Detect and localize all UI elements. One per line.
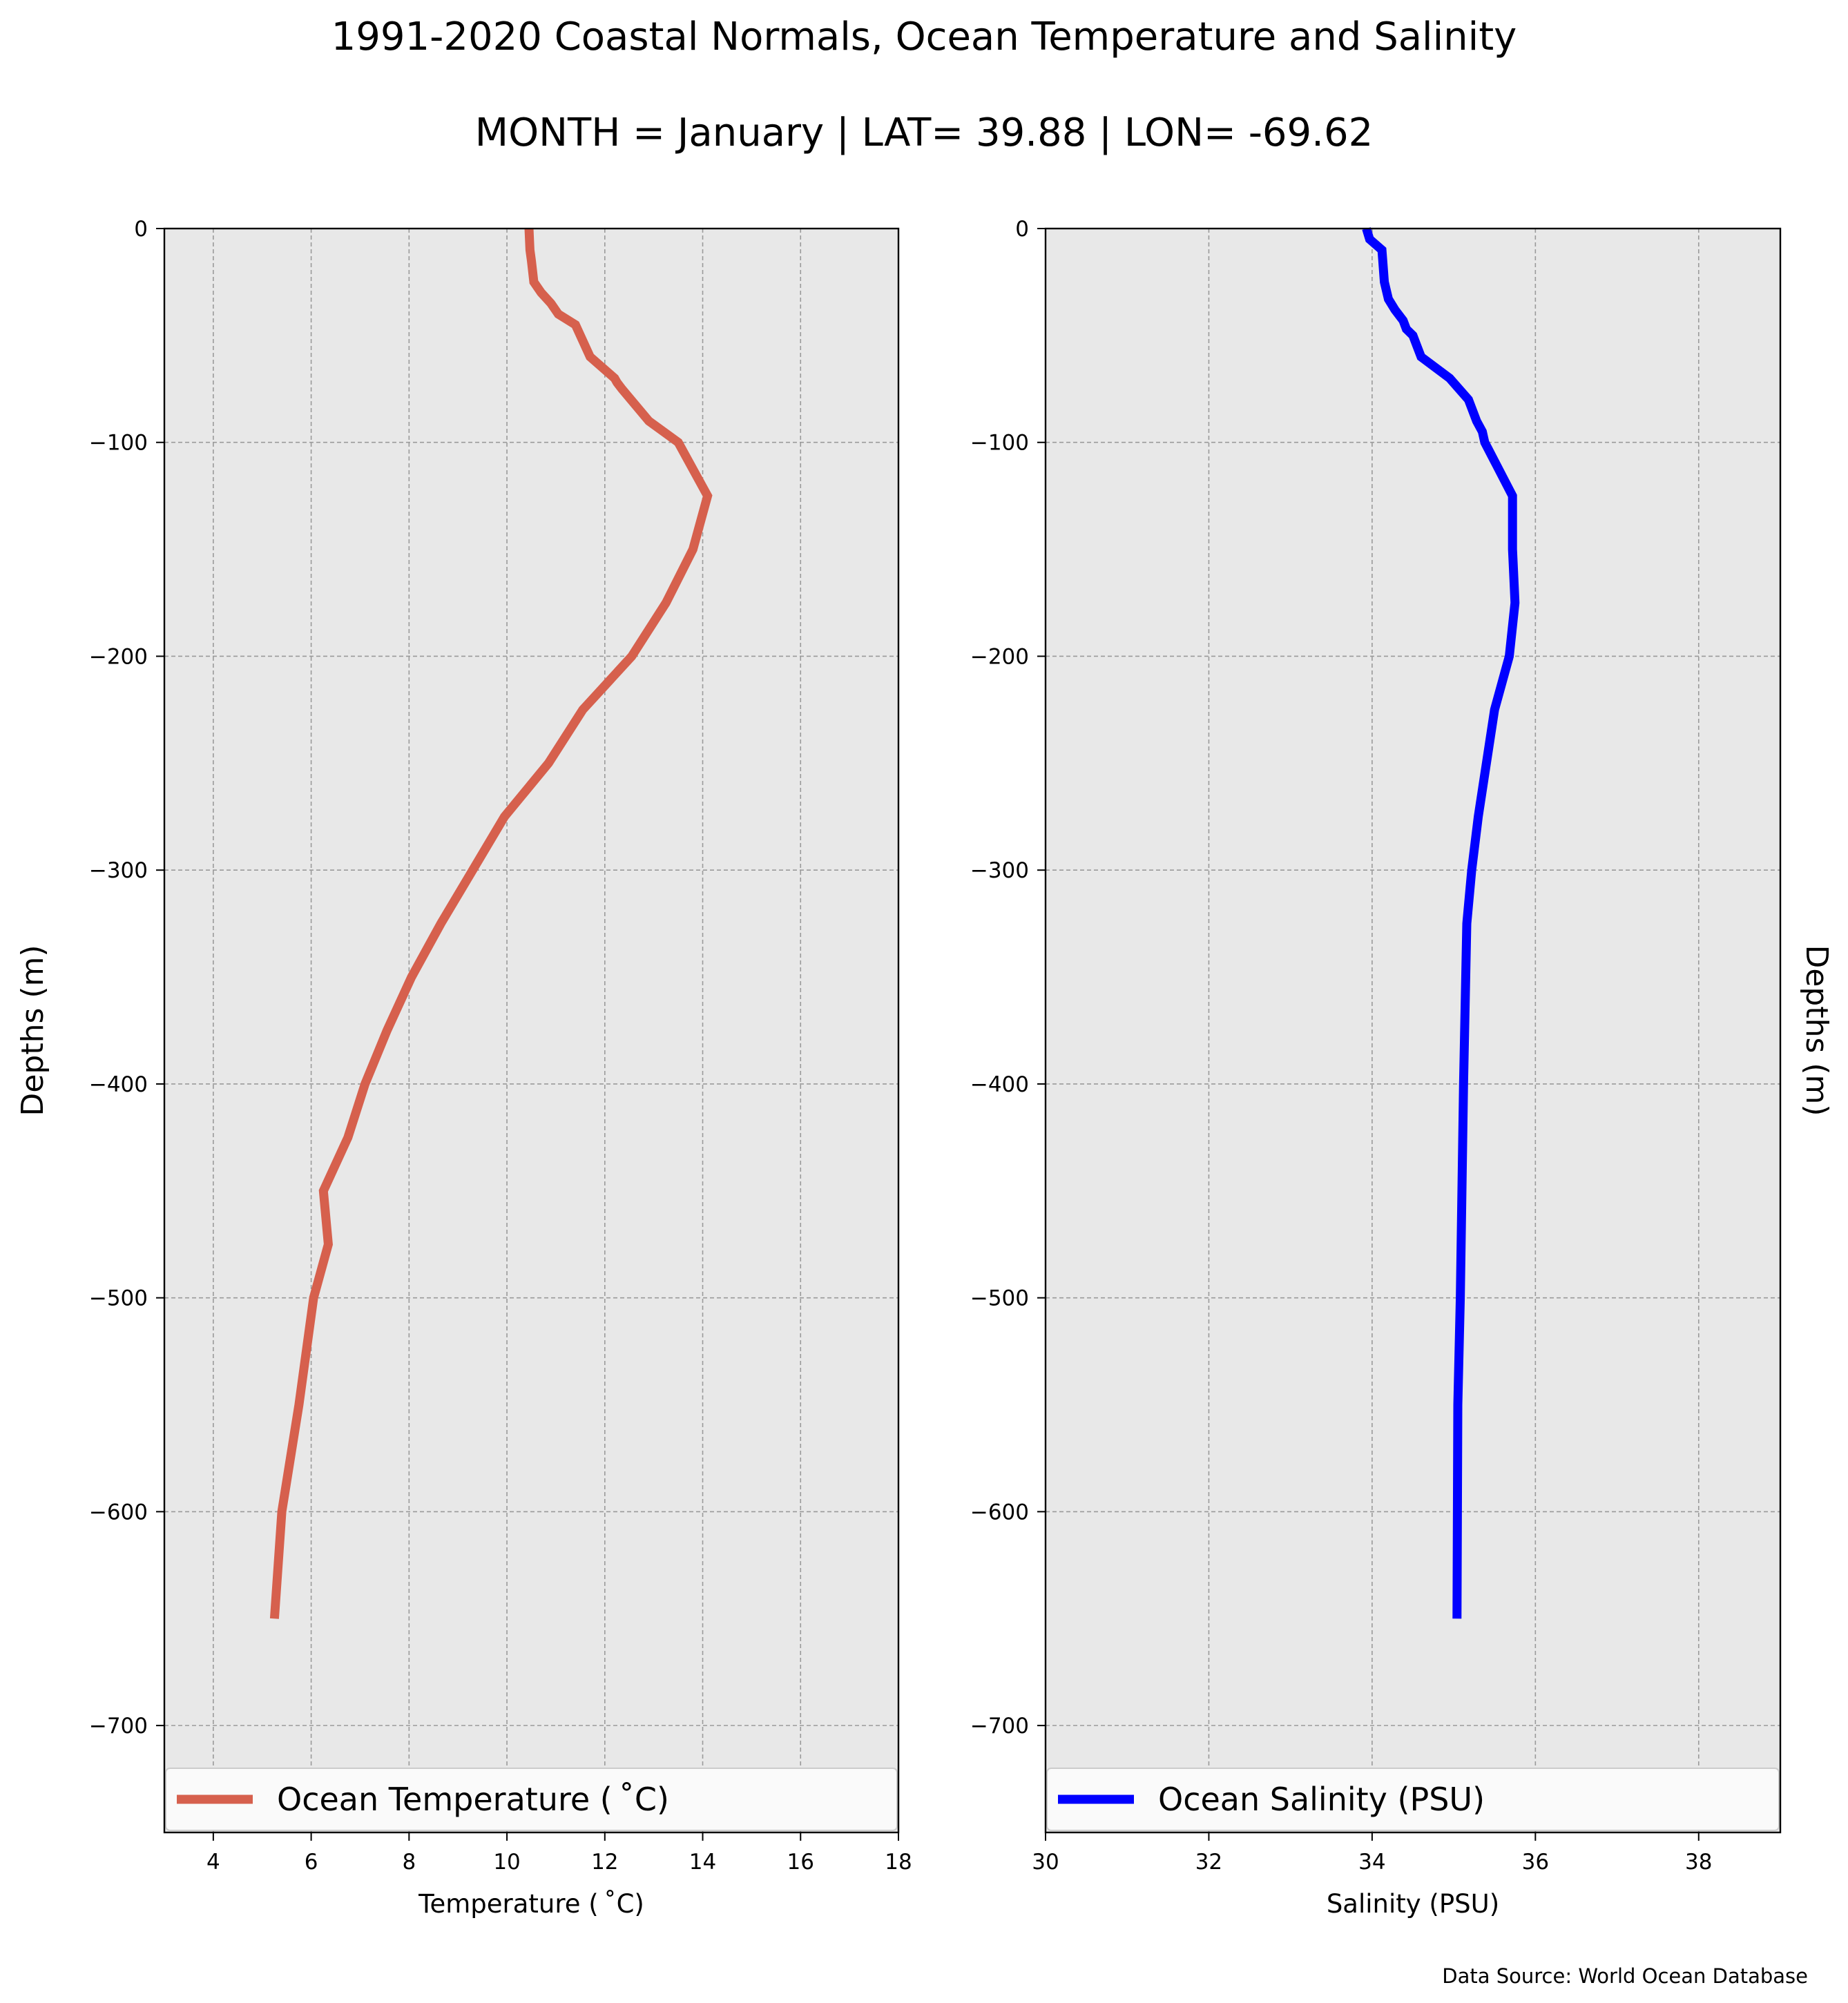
- salinity-series-line: [1362, 227, 1520, 1619]
- temperature-y-tick-label: −600: [89, 1500, 148, 1525]
- temperature-y-tick-label: −300: [89, 858, 148, 883]
- temperature-y-tick-label: −700: [89, 1714, 148, 1739]
- salinity-y-tick-label: −300: [970, 858, 1029, 883]
- salinity-x-tick-label: 30: [1032, 1850, 1059, 1875]
- temperature-y-tick-label: −200: [89, 644, 148, 669]
- temperature-x-tick-label: 8: [402, 1850, 416, 1875]
- figure-subtitle: MONTH = January | LAT= 39.88 | LON= -69.…: [475, 110, 1373, 155]
- salinity-y-tick-label: −500: [970, 1286, 1029, 1311]
- temperature-x-axis-label: Temperature ( ˚C): [418, 1889, 644, 1919]
- temperature-x-tick-label: 10: [493, 1850, 520, 1875]
- salinity-y-tick-label: 0: [1015, 217, 1029, 242]
- temperature-axes-frame: [163, 227, 900, 1834]
- temperature-y-tick-label: 0: [134, 217, 148, 242]
- salinity-x-tick-label: 32: [1195, 1850, 1222, 1875]
- temperature-legend-label: Ocean Temperature ( ˚C): [277, 1781, 669, 1818]
- temperature-legend: Ocean Temperature ( ˚C): [165, 1768, 898, 1831]
- salinity-y-tick-label: −100: [970, 431, 1029, 456]
- temperature-y-tick-label: −100: [89, 431, 148, 456]
- salinity-x-tick-label: 36: [1522, 1850, 1549, 1875]
- data-source-note: Data Source: World Ocean Database: [1442, 1964, 1808, 1988]
- temperature-legend-frame: [165, 1768, 898, 1831]
- salinity-y-tick-label: −700: [970, 1714, 1029, 1739]
- salinity-y-axis-label: Depths (m): [1799, 945, 1834, 1116]
- salinity-legend: Ocean Salinity (PSU): [1046, 1768, 1780, 1831]
- salinity-panel: Ocean Salinity (PSU) 0 −100 −200 −300 −400 −50…: [970, 217, 1834, 1919]
- temperature-x-tick-label: 12: [591, 1850, 618, 1875]
- temperature-y-axis-label: Depths (m): [15, 945, 50, 1116]
- salinity-x-axis-label: Salinity (PSU): [1327, 1889, 1499, 1919]
- temperature-y-tick-label: −400: [89, 1072, 148, 1097]
- temperature-x-tick-label: 4: [206, 1850, 220, 1875]
- temperature-x-tick-label: 6: [305, 1850, 318, 1875]
- salinity-y-tick-label: −600: [970, 1500, 1029, 1525]
- salinity-y-tick-label: −200: [970, 644, 1029, 669]
- figure-title: 1991-2020 Coastal Normals, Ocean Tempera…: [331, 14, 1517, 59]
- salinity-plot-area: [1046, 229, 1780, 1832]
- salinity-axes-frame: [1044, 227, 1782, 1834]
- temperature-x-tick-label: 18: [885, 1850, 912, 1875]
- temperature-plot-area: [164, 229, 898, 1832]
- salinity-x-tick-label: 34: [1358, 1850, 1385, 1875]
- temperature-x-tick-label: 16: [787, 1850, 814, 1875]
- salinity-y-tick-label: −400: [970, 1072, 1029, 1097]
- temperature-y-tick-label: −500: [89, 1286, 148, 1311]
- temperature-panel: Ocean Temperature ( ˚C) 0 −100 −200 −300 −400…: [15, 217, 912, 1919]
- temperature-x-tick-label: 14: [689, 1850, 716, 1875]
- salinity-legend-label: Ocean Salinity (PSU): [1158, 1781, 1485, 1818]
- temperature-series-line: [269, 228, 713, 1619]
- salinity-x-tick-label: 38: [1685, 1850, 1712, 1875]
- salinity-legend-frame: [1046, 1768, 1780, 1831]
